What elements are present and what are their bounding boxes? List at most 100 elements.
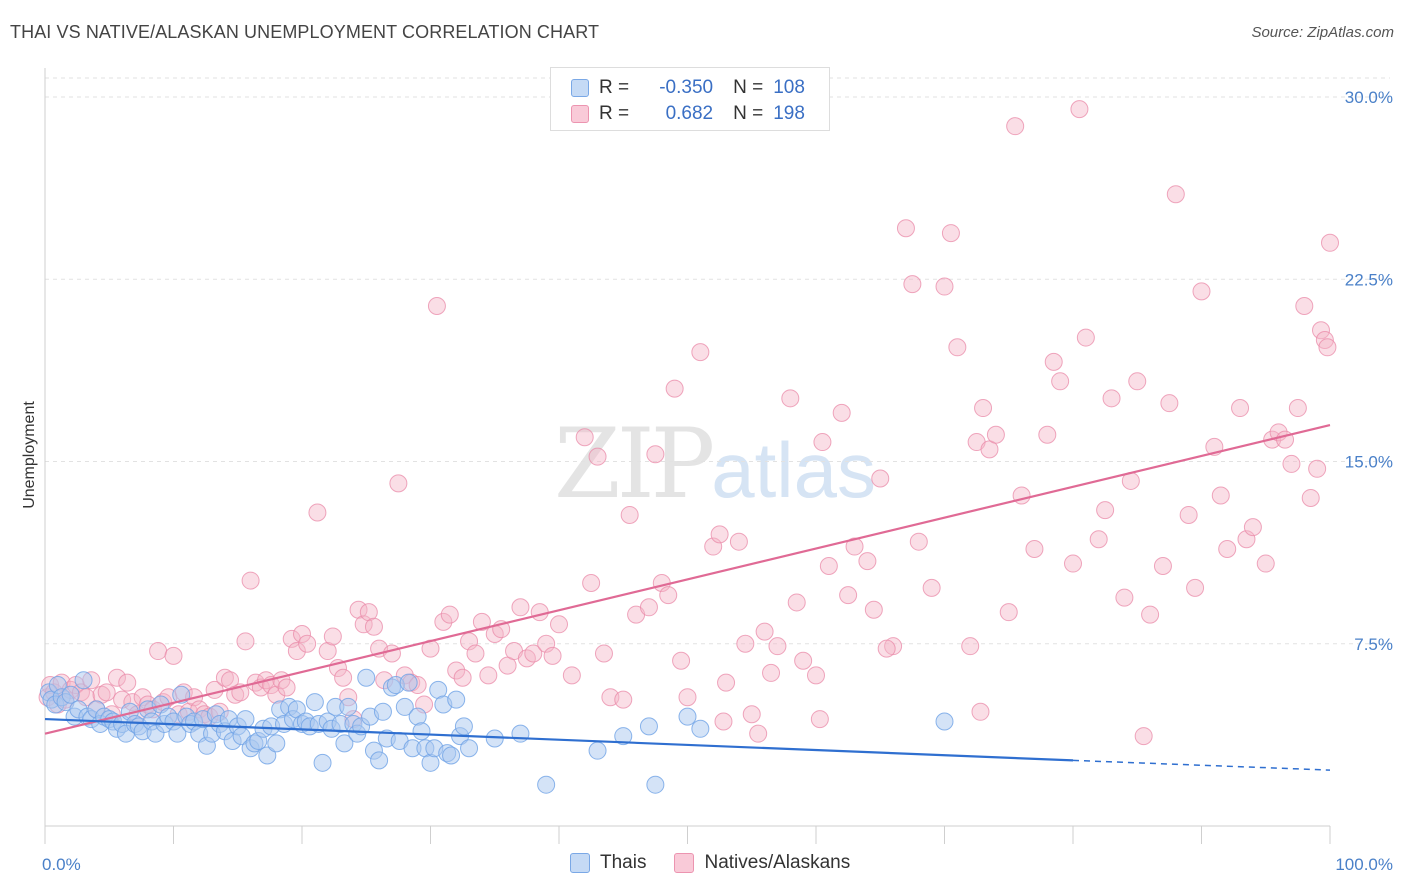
point-native (614, 690, 633, 709)
point-native (1288, 399, 1307, 418)
legend-r-value: -0.350 (659, 77, 714, 98)
point-native (1089, 530, 1108, 549)
point-native (1076, 328, 1095, 347)
point-native (543, 646, 562, 665)
point-native (588, 447, 607, 466)
x-tick-label: 0.0% (42, 855, 81, 874)
chart-title: THAI VS NATIVE/ALASKAN UNEMPLOYMENT CORR… (10, 22, 600, 42)
point-native (308, 503, 327, 522)
point-native (118, 673, 137, 692)
legend-item-natives[interactable]: Natives/Alaskans (674, 852, 850, 874)
point-native (1006, 117, 1025, 136)
legend-item-thais[interactable]: Thais (570, 852, 646, 874)
point-native (287, 642, 306, 661)
stats-legend: R = -0.350 N = 108 R = 0.682 N = 198 (550, 67, 830, 131)
point-native (986, 425, 1005, 444)
point-native (1211, 486, 1230, 505)
point-native (1256, 554, 1275, 573)
trend-lines (44, 423, 1331, 771)
point-native (164, 646, 183, 665)
point-thai (313, 753, 332, 772)
point-native (1282, 454, 1301, 473)
point-thai (442, 746, 461, 765)
point-native (1166, 185, 1185, 204)
point-native (359, 603, 378, 622)
trend-line-natives (44, 423, 1331, 735)
point-native (1218, 539, 1237, 558)
legend-swatch-thais (570, 853, 590, 873)
point-native (530, 603, 549, 622)
point-native (714, 712, 733, 731)
grid-lines (45, 77, 1390, 645)
y-tick-label: 15.0% (1345, 453, 1393, 472)
point-thai (395, 697, 414, 716)
point-native (524, 644, 543, 663)
point-native (646, 445, 665, 464)
point-native (903, 275, 922, 294)
legend-n-label: N = (733, 103, 764, 124)
y-axis-title: Unemployment (21, 401, 38, 509)
point-native (762, 663, 781, 682)
legend-n-value: 198 (773, 103, 805, 124)
point-native (1070, 100, 1089, 119)
point-native (1153, 556, 1172, 575)
point-native (839, 586, 858, 605)
point-native (226, 685, 245, 704)
watermark-atlas: atlas (711, 426, 876, 514)
point-thai (267, 734, 286, 753)
point-native (935, 277, 954, 296)
point-native (877, 639, 896, 658)
point-native (427, 296, 446, 315)
series-thais-points (39, 668, 954, 794)
point-native (971, 702, 990, 721)
point-native (781, 389, 800, 408)
point-native (922, 578, 941, 597)
point-thai (485, 729, 504, 748)
point-native (1160, 394, 1179, 413)
point-thai (511, 724, 530, 743)
trend-line-thais-extension (1072, 759, 1331, 771)
point-native (323, 627, 342, 646)
point-native (215, 668, 234, 687)
point-native (845, 537, 864, 556)
series-legend: Thais Natives/Alaskans (570, 852, 878, 874)
point-thai (691, 719, 710, 738)
point-native (810, 710, 829, 729)
point-native (710, 525, 729, 544)
point-native (1102, 389, 1121, 408)
point-native (472, 612, 491, 631)
legend-r-value: 0.682 (665, 103, 714, 124)
point-native (1128, 372, 1147, 391)
point-thai (305, 693, 324, 712)
point-native (665, 379, 684, 398)
point-thai (614, 727, 633, 746)
point-native (639, 598, 658, 617)
point-thai (61, 685, 80, 704)
point-native (941, 224, 960, 243)
point-native (858, 552, 877, 571)
point-thai (454, 717, 473, 736)
point-thai (357, 668, 376, 687)
point-native (909, 532, 928, 551)
point-native (717, 673, 736, 692)
point-native (794, 651, 813, 670)
point-native (1321, 233, 1339, 252)
point-native (742, 705, 761, 724)
point-native (672, 651, 691, 670)
point-native (1096, 501, 1115, 520)
point-native (1312, 321, 1331, 340)
point-native (1179, 505, 1198, 524)
legend-row-thais: R = -0.350 N = 108 (571, 76, 805, 100)
point-native (582, 574, 601, 592)
point-native (389, 474, 408, 493)
y-tick-label: 7.5% (1354, 635, 1393, 654)
legend-r-label: R = (599, 103, 630, 124)
legend-row-natives: R = 0.682 N = 198 (571, 102, 805, 126)
point-thai (935, 712, 954, 731)
point-thai (373, 702, 392, 721)
point-native (447, 661, 466, 680)
legend-swatch-thais (571, 79, 589, 97)
point-native (1141, 605, 1160, 624)
legend-label-natives: Natives/Alaskans (704, 852, 851, 873)
